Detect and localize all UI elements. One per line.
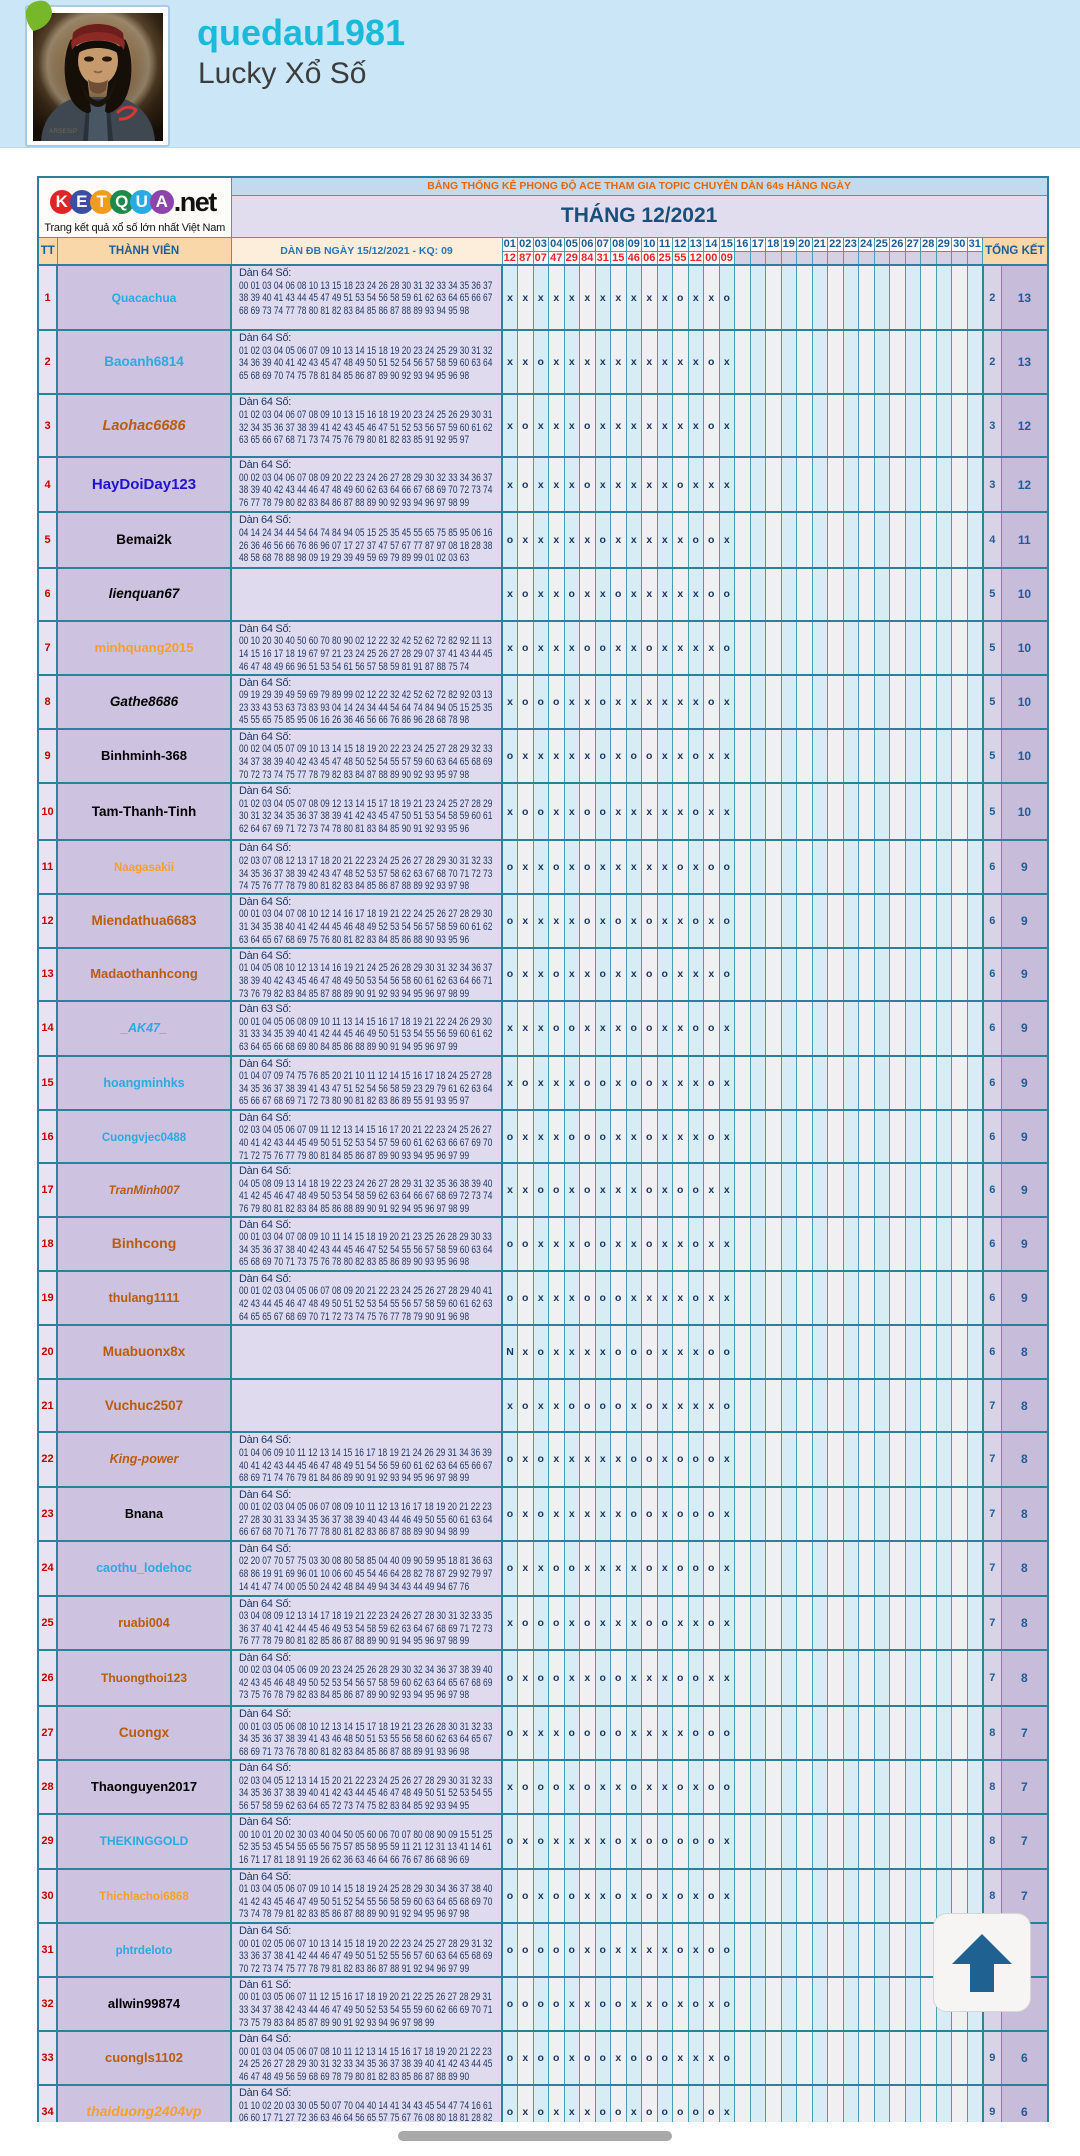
- svg-text:ARSESIP: ARSESIP: [49, 128, 77, 135]
